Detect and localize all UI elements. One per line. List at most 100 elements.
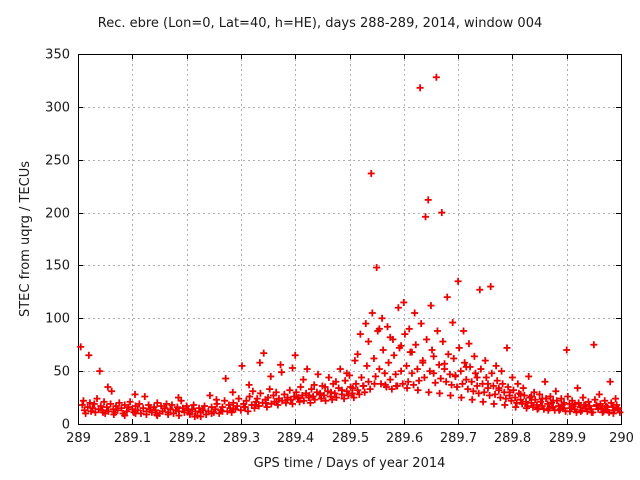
data-point-marker: [571, 400, 579, 408]
data-point-marker: [405, 325, 413, 333]
data-point-marker: [229, 399, 237, 407]
data-point-marker: [416, 84, 424, 92]
data-point-marker: [471, 369, 479, 377]
data-point-marker: [381, 381, 389, 389]
data-point-marker: [437, 375, 445, 383]
data-point-marker: [89, 404, 97, 412]
data-point-marker: [278, 368, 286, 376]
data-point-marker: [486, 391, 494, 399]
data-point-marker: [114, 406, 122, 414]
x-tick-label: 289.7: [440, 431, 477, 446]
data-point-marker: [240, 403, 248, 411]
data-point-marker: [367, 169, 375, 177]
data-point-marker: [246, 393, 254, 401]
data-point-marker: [296, 398, 304, 406]
data-point-marker: [549, 397, 557, 405]
data-point-marker: [603, 403, 611, 411]
x-axis-label: GPS time / Days of year 2014: [253, 456, 446, 471]
data-point-marker: [208, 409, 216, 417]
data-point-marker: [578, 406, 586, 414]
data-point-marker: [244, 407, 252, 415]
data-point-marker: [560, 399, 568, 407]
data-point-marker: [132, 402, 140, 410]
data-point-marker: [208, 403, 216, 411]
data-point-marker: [375, 365, 383, 373]
data-point-marker: [563, 346, 571, 354]
data-point-marker: [190, 401, 198, 409]
data-point-marker: [379, 346, 387, 354]
data-point-marker: [361, 388, 369, 396]
data-point-marker: [378, 314, 386, 322]
data-point-marker: [415, 377, 423, 385]
data-point-marker: [481, 357, 489, 365]
data-point-marker: [233, 402, 241, 410]
data-point-marker: [596, 400, 604, 408]
data-point-marker: [397, 342, 405, 350]
data-point-marker: [242, 397, 250, 405]
data-point-marker: [525, 372, 533, 380]
data-point-marker: [272, 388, 280, 396]
data-point-marker: [321, 383, 329, 391]
data-point-marker: [590, 341, 598, 349]
data-point-marker: [582, 401, 590, 409]
data-point-marker: [132, 409, 140, 417]
data-point-marker: [229, 405, 237, 413]
data-point-marker: [546, 393, 554, 401]
data-point-marker: [180, 408, 188, 416]
data-point-marker: [199, 406, 207, 414]
data-point-marker: [491, 390, 499, 398]
data-point-marker: [79, 397, 87, 405]
data-point-marker: [457, 394, 465, 402]
data-point-marker: [251, 401, 259, 409]
data-point-marker: [453, 383, 461, 391]
gridlines: [78, 54, 621, 424]
data-point-marker: [370, 380, 378, 388]
data-point-marker: [468, 378, 476, 386]
data-point-marker: [475, 389, 483, 397]
data-point-marker: [344, 391, 352, 399]
data-point-marker: [392, 382, 400, 390]
data-point-marker: [340, 395, 348, 403]
data-point-marker: [77, 343, 85, 351]
data-point-marker: [386, 376, 394, 384]
data-point-marker: [442, 378, 450, 386]
data-point-marker: [332, 378, 340, 386]
data-point-marker: [530, 388, 538, 396]
data-point-marker: [431, 379, 439, 387]
data-point-marker: [212, 396, 220, 404]
data-point-marker: [365, 378, 373, 386]
data-point-marker: [430, 369, 438, 377]
data-point-marker: [541, 378, 549, 386]
data-point-marker: [601, 397, 609, 405]
data-point-marker: [591, 396, 599, 404]
data-point-marker: [577, 407, 585, 415]
data-point-marker: [168, 401, 176, 409]
data-point-marker: [238, 362, 246, 370]
data-point-marker: [419, 359, 427, 367]
data-point-marker: [324, 387, 332, 395]
data-point-marker: [436, 389, 444, 397]
data-point-marker: [555, 406, 563, 414]
data-point-marker: [325, 373, 333, 381]
data-point-marker: [441, 360, 449, 368]
data-point-marker: [477, 365, 485, 373]
data-point-marker: [222, 375, 230, 383]
data-point-marker: [410, 381, 418, 389]
data-point-marker: [450, 354, 458, 362]
data-point-marker: [385, 359, 393, 367]
data-point-marker: [331, 389, 339, 397]
data-point-marker: [366, 385, 374, 393]
data-point-marker: [142, 410, 150, 418]
data-point-marker: [493, 377, 501, 385]
data-point-marker: [430, 352, 438, 360]
data-point-marker: [191, 413, 199, 421]
data-point-marker: [305, 391, 313, 399]
data-point-marker: [495, 384, 503, 392]
x-tick-label: 290: [609, 431, 634, 446]
x-tick-label: 289.5: [332, 431, 369, 446]
data-point-marker: [175, 412, 183, 420]
data-point-marker: [343, 369, 351, 377]
data-point-marker: [468, 396, 476, 404]
data-point-marker: [152, 406, 160, 414]
